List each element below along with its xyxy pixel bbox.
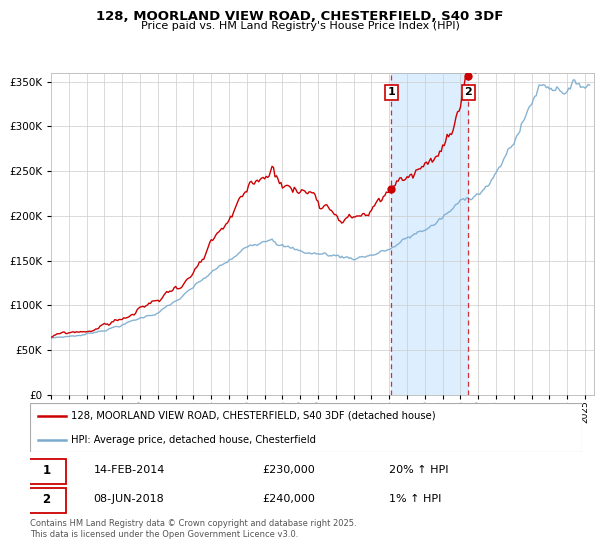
Text: £230,000: £230,000 xyxy=(262,465,314,475)
Text: 1: 1 xyxy=(388,87,395,97)
Text: 08-JUN-2018: 08-JUN-2018 xyxy=(94,494,164,505)
Text: 2: 2 xyxy=(464,87,472,97)
Text: 20% ↑ HPI: 20% ↑ HPI xyxy=(389,465,448,475)
Text: 128, MOORLAND VIEW ROAD, CHESTERFIELD, S40 3DF (detached house): 128, MOORLAND VIEW ROAD, CHESTERFIELD, S… xyxy=(71,411,436,421)
Text: 14-FEB-2014: 14-FEB-2014 xyxy=(94,465,165,475)
Text: HPI: Average price, detached house, Chesterfield: HPI: Average price, detached house, Ches… xyxy=(71,435,316,445)
Bar xyxy=(391,73,469,395)
Text: 2: 2 xyxy=(43,493,50,506)
Text: Price paid vs. HM Land Registry's House Price Index (HPI): Price paid vs. HM Land Registry's House … xyxy=(140,21,460,31)
FancyBboxPatch shape xyxy=(27,459,66,483)
Text: 1: 1 xyxy=(43,464,50,477)
FancyBboxPatch shape xyxy=(27,488,66,513)
Text: £240,000: £240,000 xyxy=(262,494,315,505)
Text: 128, MOORLAND VIEW ROAD, CHESTERFIELD, S40 3DF: 128, MOORLAND VIEW ROAD, CHESTERFIELD, S… xyxy=(97,10,503,23)
Text: Contains HM Land Registry data © Crown copyright and database right 2025.
This d: Contains HM Land Registry data © Crown c… xyxy=(30,519,356,539)
Text: 1% ↑ HPI: 1% ↑ HPI xyxy=(389,494,441,505)
